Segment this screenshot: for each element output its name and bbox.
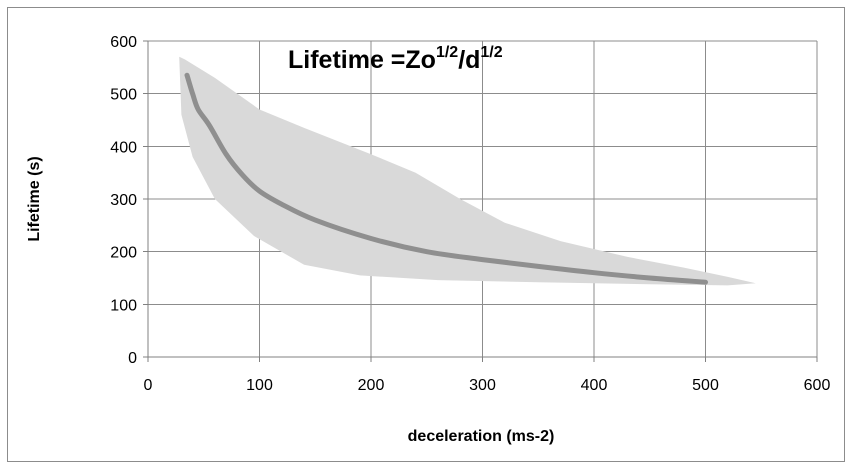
- x-axis-title: deceleration (ms-2): [408, 428, 555, 445]
- series-line: [184, 72, 708, 285]
- x-tick-label: 0: [144, 377, 153, 394]
- y-tick-label: 100: [110, 297, 137, 314]
- axes: [143, 40, 818, 362]
- tick-labels: 0 100 200 300 400 500 600 0 100 200 300 400 500 600: [110, 34, 830, 394]
- y-tick-label: 400: [110, 139, 137, 156]
- x-tick-label: 100: [246, 377, 273, 394]
- y-tick-label: 600: [110, 34, 137, 51]
- range-band: [179, 56, 756, 286]
- chart-title: Lifetime =Zo1/2/d1/2: [288, 44, 503, 74]
- y-tick-label: 200: [110, 245, 137, 262]
- x-tick-label: 400: [581, 377, 608, 394]
- x-tick-label: 300: [469, 377, 496, 394]
- x-tick-label: 500: [692, 377, 719, 394]
- y-axis-title: Lifetime (s): [26, 156, 43, 241]
- x-tick-label: 600: [804, 377, 831, 394]
- y-tick-label: 0: [128, 350, 137, 367]
- y-tick-label: 300: [110, 192, 137, 209]
- y-tick-label: 500: [110, 87, 137, 104]
- x-tick-label: 200: [358, 377, 385, 394]
- grid: [148, 40, 818, 357]
